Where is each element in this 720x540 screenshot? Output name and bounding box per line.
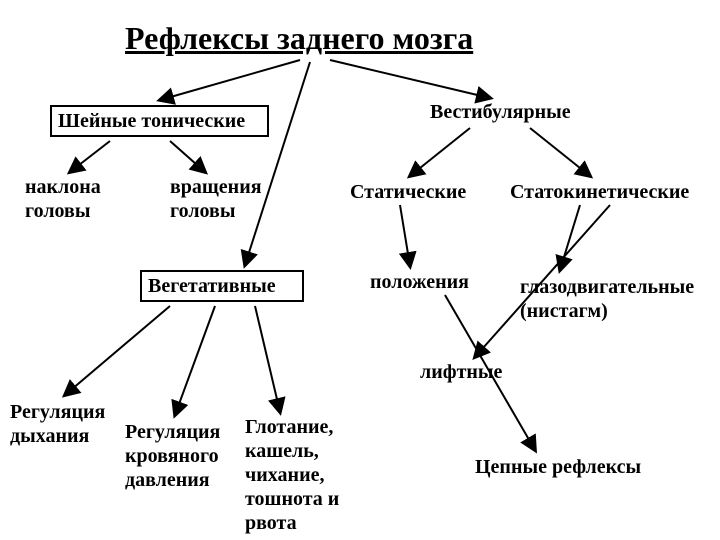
edge-arrow — [400, 205, 410, 266]
edge-arrow — [245, 62, 310, 265]
edge-arrow — [170, 141, 205, 172]
node-oculomotor: глазодвигательные(нистагм) — [520, 275, 694, 323]
edge-arrow — [255, 306, 280, 412]
node-lift: лифтные — [420, 360, 502, 384]
edge-arrow — [65, 306, 170, 395]
node-static: Статические — [350, 180, 466, 204]
node-position: положения — [370, 270, 469, 294]
edge-arrow — [530, 128, 590, 176]
node-swallow: Глотание,кашель,чихание,тошнота ирвота — [245, 415, 339, 535]
node-breathing: Регуляциядыхания — [10, 400, 105, 448]
node-bloodpressure: Регуляциякровяногодавления — [125, 420, 220, 492]
edge-arrow — [160, 60, 300, 100]
edge-arrow — [410, 128, 470, 176]
node-tilt: наклонаголовы — [25, 175, 101, 223]
edge-arrow — [70, 141, 110, 172]
node-vestibular: Вестибулярные — [430, 100, 571, 124]
node-rotation: вращенияголовы — [170, 175, 262, 223]
diagram-title: Рефлексы заднего мозга — [125, 20, 473, 57]
edge-arrow — [175, 306, 215, 415]
node-cervical: Шейные тонические — [50, 105, 269, 137]
node-vegetative: Вегетативные — [140, 270, 304, 302]
node-statokinetic: Статокинетические — [510, 180, 689, 204]
node-chain: Цепные рефлексы — [475, 455, 641, 479]
edge-arrow — [560, 205, 580, 270]
edge-arrow — [330, 60, 490, 98]
